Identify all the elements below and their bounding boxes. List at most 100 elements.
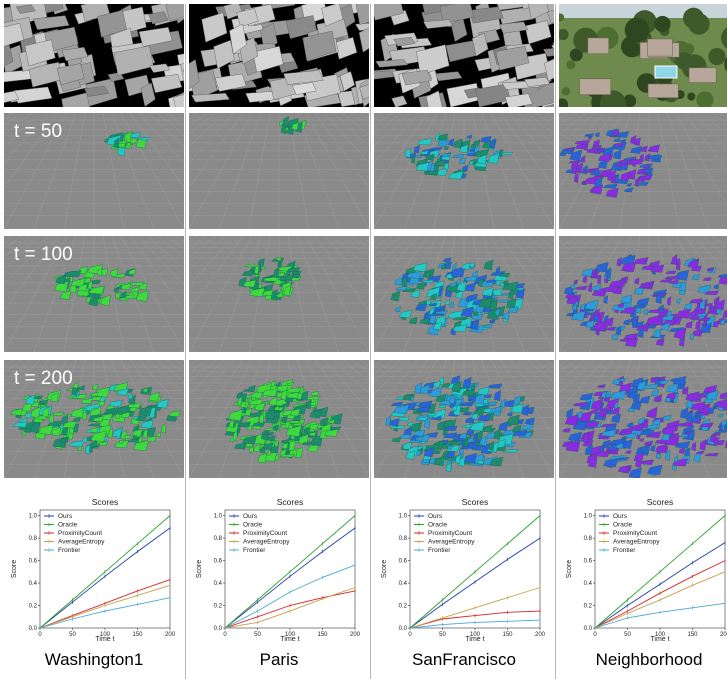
scene-render [559, 4, 727, 107]
y-tick-label: 0.8 [29, 536, 38, 542]
x-axis-label: Time t [280, 636, 299, 643]
scene-render [189, 4, 369, 107]
y-tick-label: 0.0 [214, 626, 223, 632]
time-step-label: t = 50 [14, 121, 63, 142]
reconstruction-panel: t = 50 [4, 113, 184, 229]
x-tick-label: 150 [317, 632, 328, 638]
legend-label: Oracle [243, 522, 263, 529]
y-tick-label: 0.6 [214, 559, 223, 565]
x-tick-label: 100 [285, 632, 296, 638]
column-divider [370, 4, 371, 679]
reconstruction-panel: t = 100 [4, 236, 184, 352]
legend-label: ProximityCount [243, 530, 287, 537]
time-step-label: t = 200 [14, 368, 73, 389]
x-tick-label: 200 [165, 632, 176, 638]
column-paris: Scores 0 50 100 150 200 0.0 0.2 0.4 0.6 0.8 1.0 Time… [189, 0, 369, 679]
column-title: Neighborhood [595, 650, 703, 669]
y-tick-label: 1.0 [214, 514, 223, 520]
legend-label: AverageEntropy [613, 539, 660, 546]
plot-frame [39, 509, 171, 629]
scene-render [374, 4, 554, 107]
chart-title: Scores [277, 497, 303, 507]
reconstruction-panel [189, 360, 369, 478]
x-axis-label: Time t [650, 636, 669, 643]
y-tick-label: 0.2 [29, 604, 38, 610]
y-tick-label: 0.0 [29, 626, 38, 632]
y-tick-label: 0.2 [214, 604, 223, 610]
scores-chart: Scores 0 50 100 150 200 0.0 0.2 0.4 0.6 0.8 1.0 Time… [4, 494, 184, 644]
y-tick-label: 0.6 [399, 559, 408, 565]
column-washington1: t = 50 t = 100 t = 200 Scores 0 50 100 150 200 0.… [4, 0, 184, 679]
x-tick-label: 0 [38, 632, 42, 638]
y-tick-label: 0.0 [399, 626, 408, 632]
y-axis-label: Score [381, 560, 388, 578]
reconstruction-panel [374, 236, 554, 352]
column-divider [555, 4, 556, 679]
scores-chart: Scores 0 50 100 150 200 0.0 0.2 0.4 0.6 0.8 1.0 Time… [374, 494, 554, 644]
x-tick-label: 150 [502, 632, 513, 638]
x-tick-label: 100 [100, 632, 111, 638]
x-tick-label: 200 [535, 632, 546, 638]
x-tick-label: 0 [223, 632, 227, 638]
legend-label: Frontier [613, 547, 636, 554]
legend-label: AverageEntropy [58, 539, 105, 546]
x-tick-label: 50 [254, 632, 261, 638]
reconstruction-panel [559, 236, 727, 352]
y-tick-label: 0.8 [214, 536, 223, 542]
y-tick-label: 0.4 [29, 581, 38, 587]
column-title: Paris [259, 650, 299, 669]
reconstruction-panel [559, 360, 727, 478]
reconstruction-panel [189, 113, 369, 229]
y-tick-label: 0.6 [29, 559, 38, 565]
y-tick-label: 1.0 [29, 514, 38, 520]
chart-title: Scores [92, 497, 118, 507]
y-tick-label: 0.4 [399, 581, 408, 587]
legend-label: Frontier [428, 547, 451, 554]
x-tick-label: 50 [624, 632, 631, 638]
legend-label: AverageEntropy [428, 539, 475, 546]
x-axis-label: Time t [465, 636, 484, 643]
legend-label: Oracle [58, 522, 78, 529]
y-tick-label: 0.6 [584, 559, 593, 565]
legend-label: ProximityCount [428, 530, 472, 537]
time-step-label: t = 100 [14, 244, 73, 265]
legend-label: Ours [58, 513, 73, 520]
legend-label: Ours [613, 513, 628, 520]
x-tick-label: 150 [687, 632, 698, 638]
y-axis-label: Score [566, 560, 573, 578]
chart-title: Scores [647, 497, 673, 507]
column-sanfrancisco: Scores 0 50 100 150 200 0.0 0.2 0.4 0.6 0.8 1.0 Time… [374, 0, 554, 679]
y-tick-label: 1.0 [399, 514, 408, 520]
y-axis-label: Score [196, 560, 203, 578]
scores-chart: Scores 0 50 100 150 200 0.0 0.2 0.4 0.6 0.8 1.0 Time… [559, 494, 727, 644]
x-tick-label: 200 [350, 632, 361, 638]
y-tick-label: 0.8 [584, 536, 593, 542]
y-tick-label: 0.4 [214, 581, 223, 587]
column-divider [185, 4, 186, 679]
reconstruction-panel [374, 113, 554, 229]
plot-frame [594, 509, 726, 629]
legend-label: AverageEntropy [243, 539, 290, 546]
x-tick-label: 50 [69, 632, 76, 638]
y-tick-label: 0.8 [399, 536, 408, 542]
x-tick-label: 100 [470, 632, 481, 638]
legend-label: Ours [243, 513, 258, 520]
reconstruction-panel [374, 360, 554, 478]
legend-label: Oracle [428, 522, 448, 529]
reconstruction-panel [189, 236, 369, 352]
reconstruction-panel [559, 113, 727, 229]
x-tick-label: 150 [132, 632, 143, 638]
x-tick-label: 100 [655, 632, 666, 638]
x-tick-label: 0 [593, 632, 597, 638]
column-title: SanFrancisco [412, 650, 516, 669]
y-tick-label: 0.0 [584, 626, 593, 632]
scene-render [4, 4, 184, 107]
legend-label: ProximityCount [58, 530, 102, 537]
legend-label: Ours [428, 513, 443, 520]
y-tick-label: 0.2 [584, 604, 593, 610]
y-axis-label: Score [11, 560, 18, 578]
column-neighborhood: Scores 0 50 100 150 200 0.0 0.2 0.4 0.6 0.8 1.0 Time… [559, 0, 727, 679]
y-tick-label: 1.0 [584, 514, 593, 520]
x-tick-label: 200 [720, 632, 727, 638]
column-title: Washington1 [44, 650, 144, 669]
